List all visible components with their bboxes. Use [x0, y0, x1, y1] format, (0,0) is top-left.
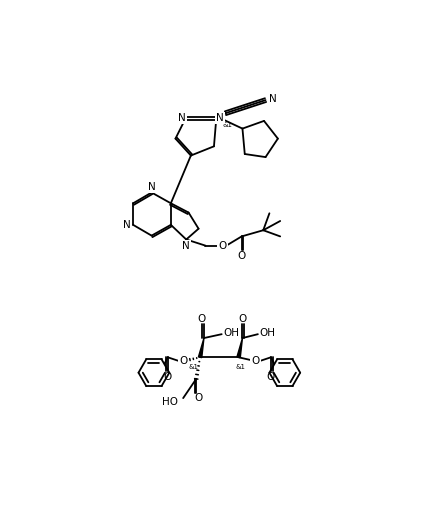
- Text: O: O: [197, 314, 206, 324]
- Text: O: O: [179, 356, 187, 366]
- Text: O: O: [218, 241, 227, 250]
- Text: O: O: [195, 393, 203, 403]
- Text: O: O: [238, 314, 246, 324]
- Text: N: N: [148, 182, 155, 192]
- Text: O: O: [164, 372, 172, 382]
- Text: N: N: [178, 113, 186, 123]
- Text: N: N: [269, 94, 276, 103]
- Text: HO: HO: [162, 397, 178, 407]
- Text: N: N: [123, 220, 131, 230]
- Text: O: O: [238, 250, 246, 261]
- Text: &1: &1: [189, 364, 199, 370]
- Text: &1: &1: [236, 364, 246, 370]
- Text: N: N: [216, 113, 224, 123]
- Text: &1: &1: [223, 122, 233, 128]
- Text: O: O: [252, 356, 260, 366]
- Text: O: O: [267, 372, 275, 382]
- Polygon shape: [237, 338, 243, 357]
- Polygon shape: [198, 338, 204, 357]
- Text: N: N: [182, 241, 190, 250]
- Text: OH: OH: [223, 328, 239, 338]
- Text: OH: OH: [260, 328, 276, 338]
